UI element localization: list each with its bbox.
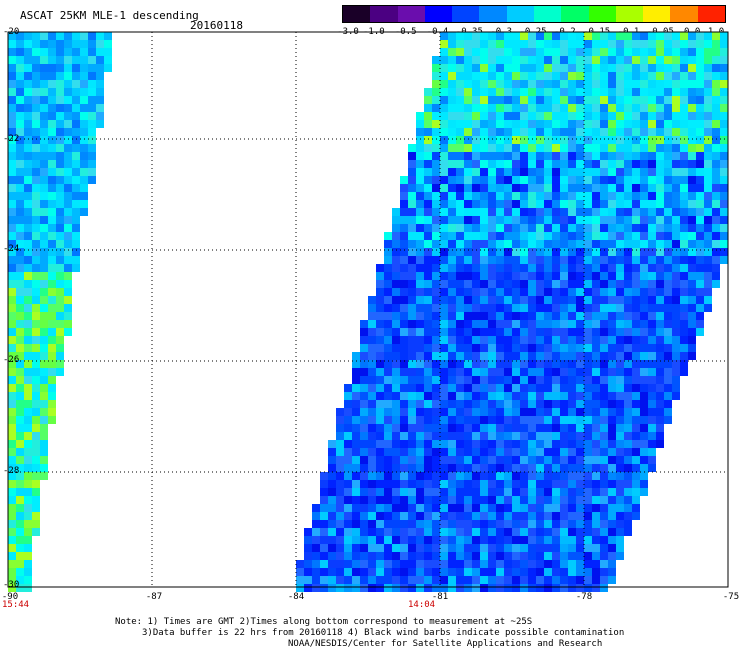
lat-label: -28 [3, 466, 20, 476]
lon-label: -75 [722, 592, 740, 602]
colorbar-segment [424, 6, 453, 22]
lon-label: -87 [145, 592, 163, 602]
time-label-left: 15:44 [2, 600, 30, 610]
colorbar-segment [588, 6, 616, 22]
map-frame [7, 31, 729, 588]
colorbar-segment [397, 6, 425, 22]
colorbar-segment [697, 6, 725, 22]
colorbar-segment [561, 6, 589, 22]
colorbar-segment [615, 6, 644, 22]
product-title: ASCAT 25KM MLE-1 descending [20, 9, 199, 22]
colorbar-segment [506, 6, 534, 22]
lat-label: -24 [3, 244, 20, 254]
note-line-2: 3)Data buffer is 22 hrs from 20160118 4)… [142, 628, 625, 638]
lon-label: -78 [575, 592, 593, 602]
colorbar-segment [533, 6, 562, 22]
lon-label: -84 [287, 592, 305, 602]
colorbar-segment [479, 6, 507, 22]
colorbar-segment [452, 6, 480, 22]
swath-cells [8, 32, 728, 592]
colorbar-segment [370, 6, 398, 22]
note-line-1: Note: 1) Times are GMT 2)Times along bot… [115, 617, 533, 627]
lon-label: -90 [1, 592, 19, 602]
colorbar-segment [670, 6, 698, 22]
note-line-3: NOAA/NESDIS/Center for Satellite Applica… [288, 639, 603, 649]
product-date: 20160118 [190, 19, 243, 32]
lon-label: -81 [431, 592, 449, 602]
colorbar [342, 5, 726, 23]
lat-label: -20 [3, 27, 20, 37]
lat-label: -30 [3, 580, 20, 590]
colorbar-segment [343, 6, 371, 22]
lat-label: -26 [3, 355, 20, 365]
lat-label: -22 [3, 134, 20, 144]
time-label-center: 14:04 [408, 600, 436, 610]
colorbar-segment [643, 6, 671, 22]
